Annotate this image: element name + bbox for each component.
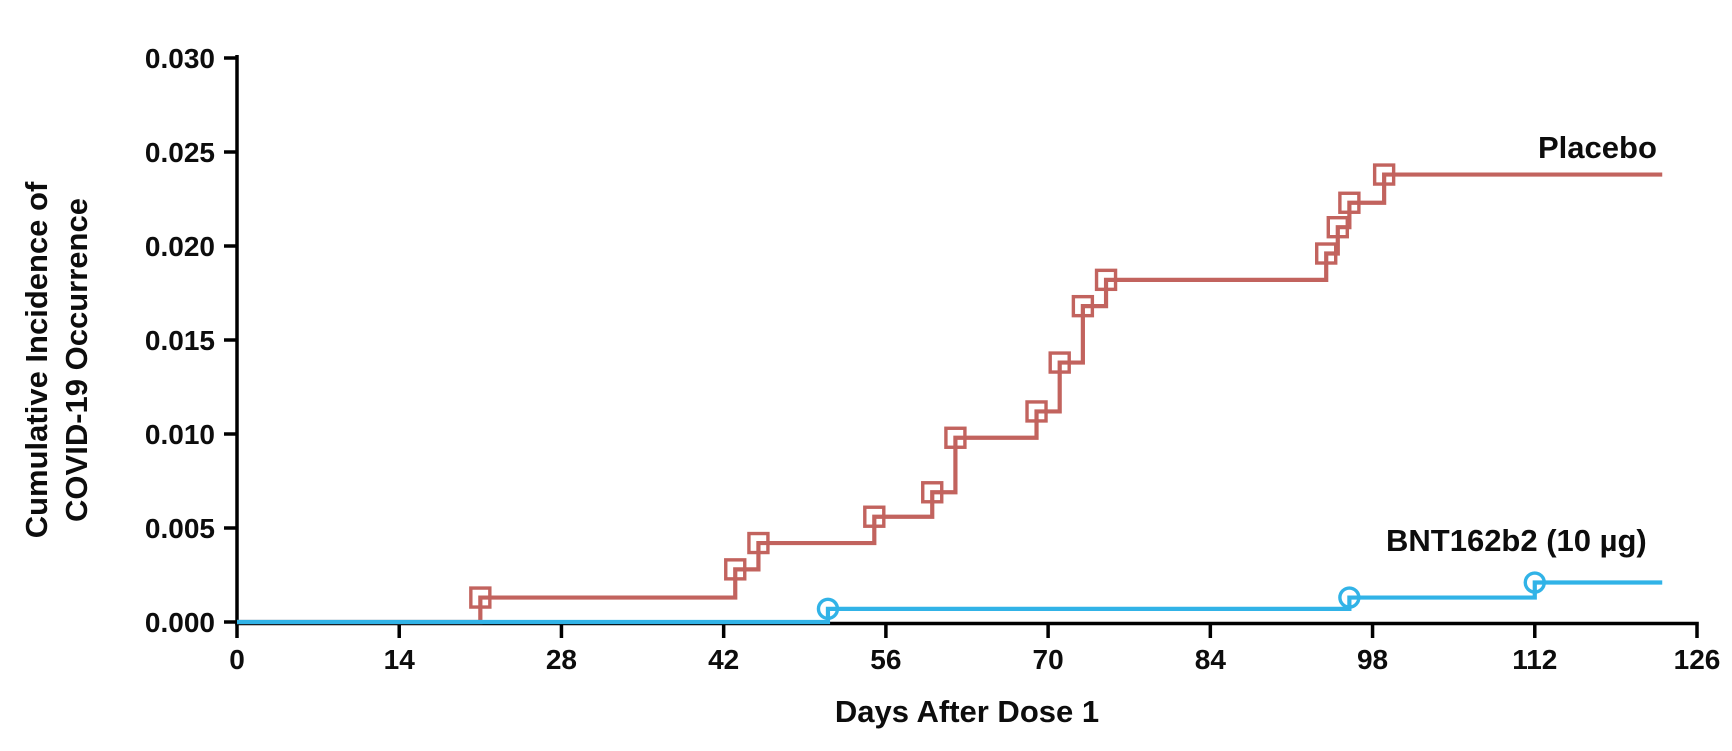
bnt162b210g-series: [237, 571, 1663, 625]
placebo-series-label: Placebo: [1538, 130, 1657, 165]
x-tick-label: 98: [1357, 644, 1388, 675]
placebo-event-marker: [1048, 351, 1071, 374]
x-tick-label: 126: [1674, 644, 1721, 675]
placebo-event-marker: [1025, 400, 1048, 423]
placebo-event-marker: [944, 426, 967, 449]
y-tick-label: 0.015: [145, 325, 215, 356]
bnt162b210g-curve: [237, 580, 1663, 625]
x-tick-label: 84: [1195, 644, 1227, 675]
placebo-event-marker: [921, 481, 944, 504]
placebo-event-marker: [747, 531, 770, 555]
y-axis-title: Cumulative Incidence of COVID-19 Occurre…: [17, 182, 97, 539]
y-axis-title-line1: Cumulative Incidence of: [19, 181, 54, 539]
x-tick-label: 14: [384, 644, 416, 675]
placebo-series: [237, 163, 1663, 625]
placebo-event-marker: [1315, 242, 1338, 265]
placebo-event-marker: [1338, 191, 1361, 214]
placebo-event-marker: [863, 505, 886, 528]
placebo-event-marker: [1071, 294, 1095, 318]
y-tick-label: 0.025: [145, 137, 215, 168]
x-tick-label: 70: [1033, 644, 1064, 675]
y-tick-label: 0.005: [145, 513, 215, 544]
placebo-event-marker: [1094, 268, 1118, 292]
y-tick-label: 0.020: [145, 231, 215, 262]
x-tick-label: 42: [708, 644, 739, 675]
placebo-event-marker: [724, 558, 747, 581]
x-tick-label: 56: [870, 644, 901, 675]
bnt162b2-series-label: BNT162b2 (10 µg): [1386, 523, 1647, 558]
x-axis-title: Days After Dose 1: [834, 694, 1100, 729]
x-tick-label: 112: [1512, 644, 1557, 675]
y-tick-label: 0.010: [145, 419, 215, 450]
x-tick-label: 28: [546, 644, 577, 675]
placebo-curve: [237, 172, 1663, 625]
y-tick-label: 0.000: [145, 607, 215, 638]
bnt162b210g-event-marker: [1523, 571, 1546, 594]
placebo-event-marker: [1326, 215, 1349, 239]
bnt162b210g-event-marker: [816, 597, 840, 621]
x-tick-label: 0: [229, 644, 245, 675]
placebo-event-marker: [1372, 163, 1396, 186]
y-axis-title-line2: COVID-19 Occurrence: [59, 198, 94, 522]
y-tick-label: 0.030: [145, 43, 215, 74]
bnt162b210g-event-marker: [1338, 586, 1361, 609]
placebo-event-marker: [469, 586, 492, 609]
